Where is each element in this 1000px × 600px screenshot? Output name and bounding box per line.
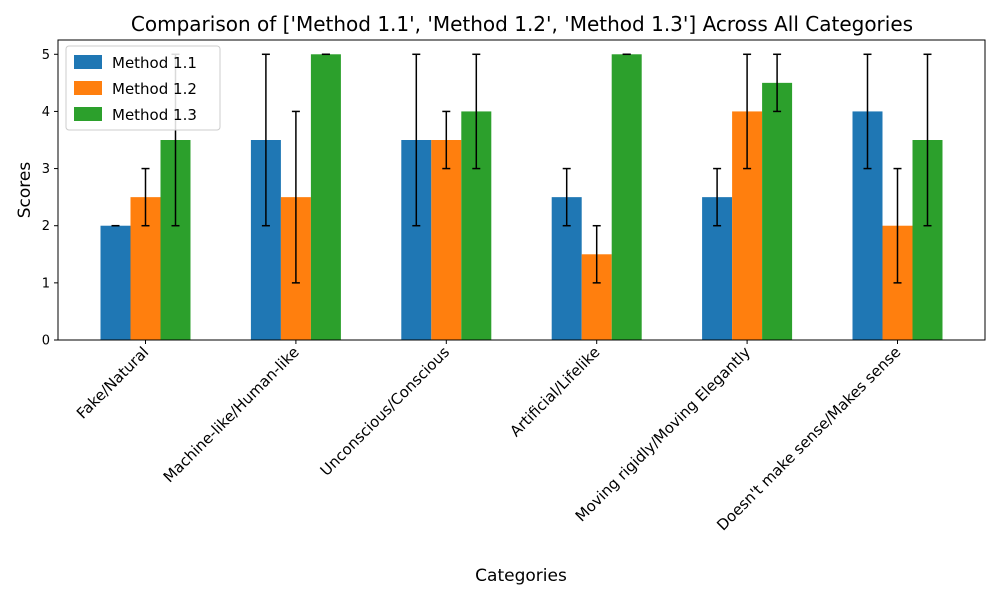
x-axis: Fake/Natural Machine-like/Human-like Uncon…	[73, 340, 904, 534]
bar-method-1-3-1	[310, 54, 341, 341]
legend-swatch	[74, 55, 102, 69]
y-tick-label: 1	[42, 276, 50, 291]
bars-layer	[100, 54, 943, 341]
y-tick-label: 2	[42, 219, 50, 234]
bar-method-1-2-2	[431, 140, 462, 340]
x-tick-label: Machine-like/Human-like	[160, 343, 303, 486]
error-bar-method-1-2-0	[141, 167, 150, 227]
error-bar-method-1-3-4	[773, 53, 782, 113]
legend-label: Method 1.1	[112, 54, 197, 72]
x-tick-label: Artificial/Lifelike	[506, 343, 603, 440]
x-tick-label: Doesn't make sense/Makes sense	[713, 343, 904, 534]
y-tick-label: 0	[42, 334, 50, 349]
legend-box	[65, 45, 221, 131]
error-bar-method-1-2-1	[291, 110, 300, 284]
y-tick-label: 3	[42, 162, 50, 177]
errorbars-layer	[111, 53, 932, 284]
chart-title: Comparison of ['Method 1.1', 'Method 1.2…	[131, 12, 913, 36]
x-tick-label: Moving rigidly/Moving Elegantly	[572, 343, 754, 525]
bar-method-1-3-3	[611, 54, 642, 341]
legend: Method 1.1 Method 1.2 Method 1.3	[65, 45, 221, 131]
error-bar-method-1-3-5	[923, 53, 932, 227]
error-bar-method-1-2-2	[442, 110, 451, 170]
plot-frame	[57, 39, 986, 341]
error-bar-method-1-1-5	[863, 53, 872, 170]
legend-label: Method 1.3	[112, 106, 197, 124]
legend-item: Method 1.3	[74, 106, 197, 124]
x-axis-label: Categories	[475, 566, 567, 586]
error-bar-method-1-2-5	[893, 167, 902, 284]
legend-swatch	[74, 107, 102, 121]
legend-swatch	[74, 81, 102, 95]
bar-method-1-1-0	[100, 225, 131, 340]
legend-item: Method 1.2	[74, 80, 197, 98]
y-axis: 0 1 2 3 4 5	[42, 48, 58, 349]
x-tick-label: Fake/Natural	[73, 343, 152, 422]
legend-item: Method 1.1	[74, 54, 197, 72]
error-bar-method-1-1-4	[713, 167, 722, 227]
x-tick-label: Unconscious/Conscious	[317, 343, 454, 480]
y-axis-label: Scores	[15, 162, 35, 219]
bar-method-1-3-4	[762, 82, 793, 340]
error-bar-method-1-2-4	[743, 53, 752, 170]
y-tick-label: 4	[42, 105, 50, 120]
y-tick-label: 5	[42, 48, 50, 63]
error-bar-method-1-2-3	[592, 224, 601, 284]
error-bar-method-1-1-1	[261, 53, 270, 227]
error-bar-method-1-1-3	[562, 167, 571, 227]
error-bar-method-1-1-2	[412, 53, 421, 227]
legend-label: Method 1.2	[112, 80, 197, 98]
error-bar-method-1-3-2	[472, 53, 481, 170]
